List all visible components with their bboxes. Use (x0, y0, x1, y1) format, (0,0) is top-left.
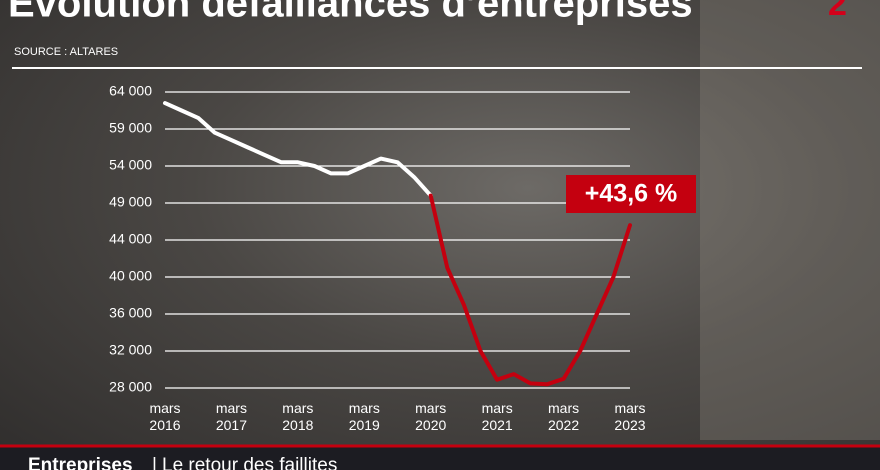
y-tick-label: 44 000 (109, 231, 152, 247)
banner-text: Le retour des faillites (162, 455, 337, 470)
x-tick-label: mars 2021 (481, 400, 513, 433)
backdrop (700, 0, 880, 440)
y-tick-label: 40 000 (109, 268, 152, 284)
annotation-box (566, 175, 696, 213)
y-tick-label: 32 000 (109, 342, 152, 358)
x-tick-label: mars 2022 (547, 400, 580, 433)
y-tick-label: 28 000 (109, 379, 152, 395)
x-tick-label: mars 2017 (215, 400, 247, 433)
banner-sep: | (152, 455, 157, 470)
line (428, 193, 632, 387)
banner-bar (0, 446, 880, 470)
annotation: +43,6 % (585, 180, 677, 208)
x-tick-label: mars 2016 (149, 400, 181, 433)
chart-subtitle: SOURCE : ALTARES (14, 46, 118, 58)
logo: 2 (828, 0, 847, 23)
y-tick-label: 36 000 (109, 305, 152, 321)
y-tick-label: 49 000 (109, 194, 152, 210)
y-tick-label: 54 000 (109, 157, 152, 173)
y-tick-label: 59 000 (109, 120, 152, 136)
x-tick-label: mars 2019 (348, 400, 380, 433)
y-tick-label: 64 000 (109, 83, 152, 99)
line (163, 101, 433, 198)
x-tick-label: mars 2018 (282, 400, 314, 433)
banner-label: Entreprises (28, 455, 133, 470)
x-tick-label: mars 2020 (415, 400, 447, 433)
x-tick-label: mars 2023 (614, 400, 646, 433)
chart-title: Évolution défaillances d’entreprises (8, 0, 693, 26)
